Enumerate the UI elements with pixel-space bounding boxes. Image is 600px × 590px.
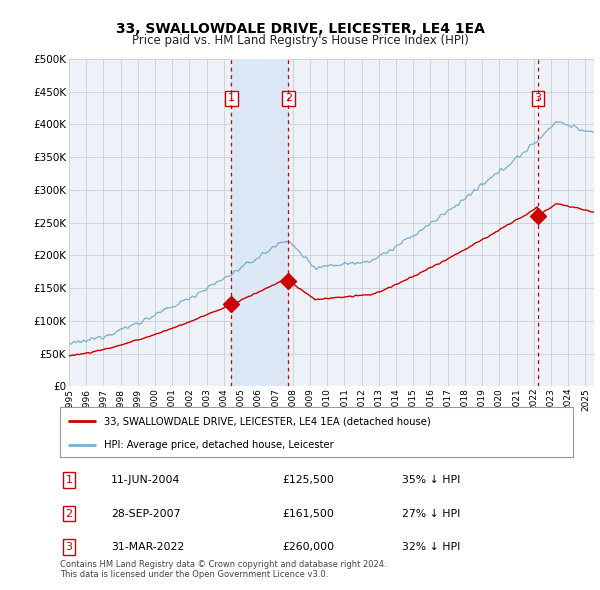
Text: 33, SWALLOWDALE DRIVE, LEICESTER, LE4 1EA (detached house): 33, SWALLOWDALE DRIVE, LEICESTER, LE4 1E… <box>104 416 430 426</box>
Text: 2: 2 <box>285 93 292 103</box>
Text: 32% ↓ HPI: 32% ↓ HPI <box>402 542 460 552</box>
Text: Price paid vs. HM Land Registry's House Price Index (HPI): Price paid vs. HM Land Registry's House … <box>131 34 469 47</box>
Text: £260,000: £260,000 <box>282 542 334 552</box>
Text: £125,500: £125,500 <box>282 475 334 485</box>
Text: 35% ↓ HPI: 35% ↓ HPI <box>402 475 460 485</box>
Bar <box>232 59 288 386</box>
Text: 1: 1 <box>228 93 235 103</box>
Text: £161,500: £161,500 <box>282 509 334 519</box>
Text: 28-SEP-2007: 28-SEP-2007 <box>111 509 181 519</box>
Text: 11-JUN-2004: 11-JUN-2004 <box>111 475 181 485</box>
Text: 31-MAR-2022: 31-MAR-2022 <box>111 542 184 552</box>
Text: Contains HM Land Registry data © Crown copyright and database right 2024.
This d: Contains HM Land Registry data © Crown c… <box>60 560 386 579</box>
Text: 3: 3 <box>65 542 73 552</box>
Text: 27% ↓ HPI: 27% ↓ HPI <box>402 509 460 519</box>
Text: 3: 3 <box>535 93 542 103</box>
Text: 33, SWALLOWDALE DRIVE, LEICESTER, LE4 1EA: 33, SWALLOWDALE DRIVE, LEICESTER, LE4 1E… <box>116 22 484 36</box>
Text: 1: 1 <box>65 475 73 485</box>
Text: HPI: Average price, detached house, Leicester: HPI: Average price, detached house, Leic… <box>104 440 334 450</box>
Text: 2: 2 <box>65 509 73 519</box>
